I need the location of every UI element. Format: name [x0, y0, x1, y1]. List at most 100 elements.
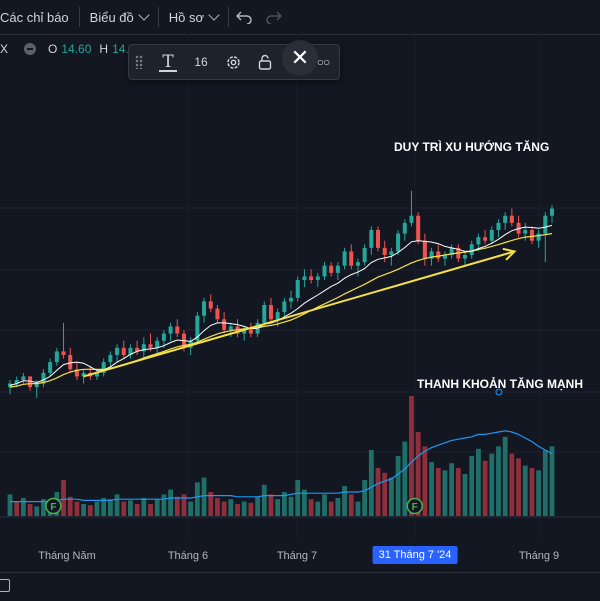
volume-bar	[255, 496, 260, 516]
volume-bar	[362, 480, 368, 516]
candle-body	[309, 276, 314, 280]
candle-body	[416, 215, 421, 241]
settings-gear-icon[interactable]	[217, 45, 249, 79]
candle-body	[128, 347, 133, 355]
candle-body	[54, 351, 59, 363]
indicators-label: Các chỉ báo	[0, 9, 69, 25]
candle-body	[362, 247, 367, 263]
candle-body	[208, 301, 213, 309]
volume-bar	[174, 496, 180, 516]
volume-bar	[20, 498, 26, 516]
volume-bar	[107, 499, 113, 516]
candle-body	[222, 319, 227, 330]
volume-bar	[442, 470, 448, 516]
drag-handle-icon[interactable]	[135, 55, 143, 69]
trend-arrow-line	[83, 250, 515, 378]
more-icon[interactable]: ○○	[316, 55, 331, 69]
volume-bar	[181, 494, 187, 516]
volume-bar	[235, 504, 240, 516]
candle-body	[148, 344, 153, 348]
volume-bar	[402, 441, 408, 516]
candle-body	[496, 222, 501, 230]
chart-menu-button[interactable]: Biểu đồ	[80, 0, 158, 34]
volume-bar	[295, 480, 301, 516]
volume-bar	[335, 498, 341, 516]
profile-menu-button[interactable]: Hồ sơ	[159, 0, 228, 34]
volume-bar	[469, 456, 475, 516]
close-icon[interactable]: ✕	[282, 40, 318, 76]
candle-body	[376, 230, 381, 248]
liquidity-annotation[interactable]: THANH KHOẢN TĂNG MẠNH	[417, 376, 583, 391]
volume-bar	[221, 501, 227, 516]
symbol-fragment: X	[0, 42, 9, 56]
event-marker: F	[45, 497, 62, 515]
redo-button[interactable]	[259, 0, 289, 34]
candle-body	[41, 372, 46, 384]
volume-bar	[141, 498, 147, 516]
candle-body	[28, 376, 33, 388]
undo-button[interactable]	[229, 0, 259, 34]
candle-body	[168, 326, 173, 334]
candle-body	[228, 326, 233, 330]
volume-bars	[7, 396, 555, 516]
x-tick: Tháng 9	[518, 550, 560, 562]
event-marker-circle	[406, 497, 423, 515]
text-tool-icon[interactable]: T	[151, 45, 185, 79]
candle-body	[543, 215, 548, 234]
volume-bar	[288, 496, 294, 516]
volume-bar	[549, 446, 555, 516]
volume-bar	[188, 501, 194, 516]
volume-bar	[14, 501, 20, 516]
open-key: O	[48, 42, 58, 56]
candle-body	[202, 301, 207, 316]
font-size-button[interactable]: 16	[194, 55, 208, 69]
volume-bar	[482, 460, 488, 516]
volume-bar	[429, 462, 434, 516]
volume-bar	[61, 480, 66, 516]
candle-body	[315, 276, 320, 280]
candle-body	[389, 251, 394, 255]
candle-body	[262, 305, 267, 323]
candle-body	[155, 340, 160, 348]
volume-bar	[302, 489, 307, 516]
volume-bar	[328, 501, 334, 516]
volume-bar	[355, 501, 361, 516]
separator	[157, 7, 159, 27]
lock-svg	[258, 54, 272, 70]
volume-bar	[348, 494, 354, 516]
volume-bar	[475, 448, 481, 516]
indicators-button[interactable]: Các chỉ báo	[0, 0, 79, 34]
volume-bar	[415, 432, 421, 516]
candle-body	[135, 347, 140, 352]
candle-body	[529, 230, 534, 241]
volume-bar	[315, 501, 321, 516]
calendar-icon[interactable]	[0, 579, 10, 592]
chart-grid	[0, 34, 600, 540]
volume-bar	[516, 458, 521, 516]
lock-icon[interactable]	[249, 45, 281, 79]
candle-body	[335, 265, 340, 273]
candle-body	[329, 265, 334, 273]
candle-body	[268, 305, 273, 320]
volume-bar	[128, 500, 133, 516]
trend-annotation[interactable]: DUY TRÌ XU HƯỚNG TĂNG	[394, 139, 549, 154]
volume-bar	[422, 446, 428, 516]
volume-bar	[161, 494, 167, 516]
candle-body	[476, 237, 481, 245]
collapse-legend-icon[interactable]	[24, 43, 37, 55]
candle-body	[81, 372, 86, 377]
candle-body	[436, 251, 441, 259]
time-axis[interactable]: Tháng Năm Tháng 6 Tháng 7 31 Tháng 7 '24…	[0, 540, 600, 570]
volume-bar	[154, 499, 160, 516]
volume-bar	[261, 484, 267, 516]
volume-bar	[7, 494, 13, 516]
candle-body	[121, 347, 126, 355]
candle-body	[355, 262, 360, 266]
volume-bar	[168, 489, 174, 516]
candle-body	[215, 308, 220, 320]
volume-bar	[241, 501, 247, 516]
candle-body	[489, 230, 494, 241]
candle-body	[101, 362, 106, 373]
